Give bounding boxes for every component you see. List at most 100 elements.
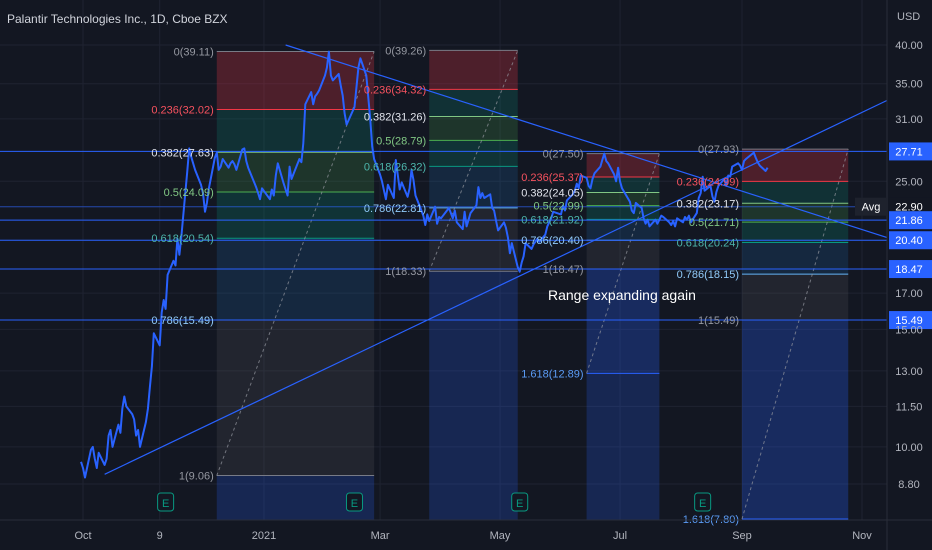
price-tag: 21.86 <box>895 215 923 227</box>
price-tag-bg <box>889 142 932 161</box>
fib-zone <box>216 320 375 476</box>
fib-zone <box>216 152 375 193</box>
price-tag: 15.49 <box>895 315 923 327</box>
fib-zone <box>429 166 518 208</box>
fib-level-label: 0(39.26) <box>385 45 426 57</box>
x-tick-label: Jul <box>613 530 627 542</box>
earnings-marker-label: E <box>351 498 358 510</box>
avg-price-tag: 22.90 <box>895 202 923 214</box>
earnings-marker[interactable]: E <box>694 492 712 512</box>
fib-zone <box>742 320 849 519</box>
price-line <box>80 50 769 479</box>
fib-trend-dashed <box>741 149 849 520</box>
y-tick-label: 35.00 <box>895 79 923 91</box>
price-tag-bg <box>889 231 932 250</box>
fib-zone <box>742 222 849 243</box>
fib-zone <box>742 181 849 204</box>
fib-level-label: 0.618(20.24) <box>677 238 739 250</box>
fib-zone <box>742 149 849 182</box>
earnings-marker[interactable]: E <box>345 492 363 512</box>
fib-zone-extension <box>429 271 518 520</box>
fib-level-label: 0.236(24.99) <box>677 176 739 188</box>
earnings-marker-label: E <box>699 498 706 510</box>
y-tick-label: 10.00 <box>895 442 923 454</box>
fib-zone <box>429 116 518 141</box>
x-tick-label: May <box>490 530 511 542</box>
fib-level-label: 0.786(22.81) <box>364 203 426 215</box>
avg-label-bg <box>855 197 887 216</box>
fib-level-label: 1(18.47) <box>543 264 584 276</box>
fib-zone <box>216 51 375 110</box>
price-tag: 20.40 <box>895 235 923 247</box>
earnings-marker[interactable]: E <box>157 492 175 512</box>
fib-level-label: 0.382(24.05) <box>521 188 583 200</box>
fib-level-label: 1.618(12.89) <box>521 368 583 380</box>
fib-level-label: 1(18.33) <box>385 266 426 278</box>
x-tick-label: 9 <box>157 530 163 542</box>
fib-level-label: 0.786(20.40) <box>521 235 583 247</box>
fib-level-label: 0.5(24.09) <box>164 187 214 199</box>
earnings-marker-box <box>345 492 363 512</box>
fib-level-label: 0.5(21.71) <box>689 217 739 229</box>
fib-level-label: 0.5(22.99) <box>533 201 583 213</box>
fib-zone <box>586 192 660 206</box>
fib-level-label: 0.382(27.63) <box>151 147 213 159</box>
fib-zone <box>429 89 518 117</box>
fib-level-label: 0.618(26.32) <box>364 161 426 173</box>
y-tick-label: 11.50 <box>896 401 923 413</box>
fib-level-label: 0.236(25.37) <box>521 172 583 184</box>
x-tick-label: Mar <box>371 530 390 542</box>
fib-level-label: 0(39.11) <box>174 47 214 59</box>
fib-zone <box>429 140 518 167</box>
earnings-marker[interactable]: E <box>511 492 529 512</box>
x-tick-label: 2021 <box>252 530 276 542</box>
fib-level-label: 0.618(21.92) <box>521 214 583 226</box>
fib-zone <box>216 192 375 239</box>
x-tick-label: Nov <box>852 530 872 542</box>
currency-label[interactable]: USD <box>897 11 920 23</box>
y-tick-label: 15.00 <box>895 324 923 336</box>
fib-zone-extension <box>742 518 849 520</box>
fib-zone <box>586 269 660 374</box>
earnings-marker-label: E <box>516 498 523 510</box>
fib-level-label: 1(15.49) <box>698 315 739 327</box>
fib-trend-dashed <box>428 50 519 272</box>
y-tick-label: 8.80 <box>898 479 919 491</box>
fib-zone <box>586 153 660 178</box>
y-tick-label: 40.00 <box>895 40 923 52</box>
y-tick-label: 25.00 <box>895 176 923 188</box>
fib-zone <box>742 274 849 321</box>
fib-level-label: 0.382(31.26) <box>364 111 426 123</box>
x-tick-label: Sep <box>732 530 752 542</box>
fib-zone <box>216 109 375 153</box>
x-tick-label: Oct <box>74 530 91 542</box>
fib-level-label: 0.236(32.02) <box>151 105 213 117</box>
fib-zone <box>429 207 518 272</box>
fib-zone <box>216 238 375 321</box>
y-tick-label: 13.00 <box>895 366 923 378</box>
trendline <box>285 44 896 241</box>
earnings-marker-box <box>694 492 712 512</box>
price-tag-bg <box>889 260 932 279</box>
earnings-marker-box <box>157 492 175 512</box>
earnings-marker-label: E <box>162 498 169 510</box>
fib-zone <box>742 203 849 223</box>
fib-zone <box>586 205 660 220</box>
fib-level-label: 0.618(20.54) <box>151 233 213 245</box>
fib-zone-extension <box>586 373 660 520</box>
avg-label: Avg <box>862 202 881 214</box>
fib-trend-dashed <box>586 153 660 374</box>
fib-level-label: 0.786(18.15) <box>677 269 739 281</box>
fib-level-label: 0(27.93) <box>698 144 739 156</box>
trendline <box>104 95 896 475</box>
fib-level-label: 0(27.50) <box>543 149 584 161</box>
fib-level-label: 1(9.06) <box>179 471 214 483</box>
y-tick-label: 31.00 <box>895 114 923 126</box>
earnings-marker-box <box>511 492 529 512</box>
price-tag-bg <box>889 311 932 330</box>
fib-level-label: 0.236(34.32) <box>364 84 426 96</box>
annotation-text[interactable]: Range expanding again <box>548 287 696 303</box>
chart-title: Palantir Technologies Inc., 1D, Cboe BZX <box>7 12 228 26</box>
y-tick-label: 17.00 <box>895 288 923 300</box>
